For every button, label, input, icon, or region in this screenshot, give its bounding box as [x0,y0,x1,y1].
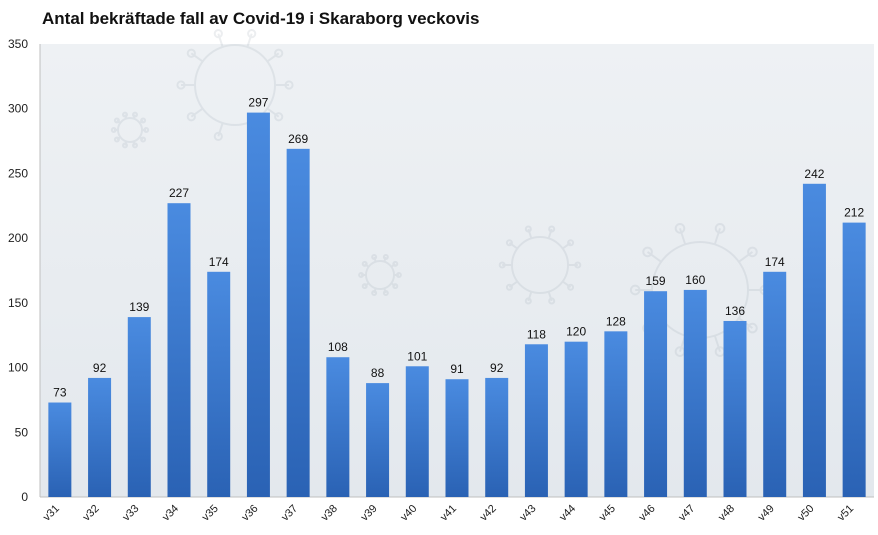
data-label-v42: 92 [490,361,504,375]
data-label-v51: 212 [844,206,864,220]
data-label-v39: 88 [371,366,385,380]
y-tick-label: 0 [21,490,28,504]
bar-v45 [604,331,628,497]
y-tick-label: 300 [8,102,28,116]
x-tick-label: v42 [478,503,499,524]
x-tick-label: v41 [438,503,459,524]
x-tick-label: v32 [81,503,102,524]
bar-v46 [644,291,668,497]
y-tick-label: 150 [8,296,28,310]
bar-v51 [842,222,866,497]
bar-v38 [326,357,350,497]
data-label-v45: 128 [606,314,626,328]
x-tick-label: v51 [835,503,856,524]
bar-v42 [485,377,509,497]
bar-v43 [524,344,548,497]
data-label-v37: 269 [288,132,308,146]
x-tick-label: v46 [637,503,658,524]
x-tick-label: v40 [398,503,419,524]
data-label-v31: 73 [53,386,67,400]
x-tick-label: v49 [756,503,777,524]
x-tick-label: v44 [557,503,578,524]
y-tick-label: 100 [8,361,28,375]
data-label-v34: 227 [169,186,189,200]
x-tick-label: v48 [716,503,737,524]
x-tick-label: v45 [597,503,618,524]
data-label-v48: 136 [725,304,745,318]
x-tick-label: v33 [120,503,141,524]
chart-title: Antal bekräftade fall av Covid-19 i Skar… [42,9,480,28]
x-tick-label: v50 [796,503,817,524]
bar-v35 [207,271,231,497]
x-tick-label: v39 [359,503,380,524]
x-tick-label: v47 [676,503,697,524]
x-tick-label: v31 [41,503,62,524]
x-tick-label: v35 [200,503,221,524]
x-tick-label: v38 [319,503,340,524]
x-tick-label: v43 [518,503,539,524]
x-tick-label: v34 [160,503,181,524]
bar-v39 [366,383,390,497]
bar-v36 [246,112,270,498]
bar-v47 [683,289,707,497]
bar-v49 [763,271,787,497]
y-tick-label: 250 [8,166,28,180]
data-label-v46: 159 [646,274,666,288]
data-label-v41: 91 [450,362,464,376]
bar-v37 [286,148,310,497]
data-label-v35: 174 [209,255,229,269]
x-tick-label: v36 [240,503,261,524]
bar-v34 [167,203,191,497]
bar-v50 [802,183,826,498]
bar-v41 [445,379,469,497]
data-label-v32: 92 [93,361,107,375]
y-tick-label: 350 [8,37,28,51]
bar-v32 [88,377,112,497]
bar-v48 [723,320,747,497]
bar-v44 [564,341,588,497]
data-label-v44: 120 [566,325,586,339]
x-tick-label: v37 [279,503,300,524]
data-label-v36: 297 [248,96,268,110]
bar-v40 [405,366,429,497]
data-label-v38: 108 [328,340,348,354]
bar-v31 [48,402,72,497]
data-label-v50: 242 [804,167,824,181]
data-label-v49: 174 [765,255,785,269]
data-label-v43: 118 [527,327,546,341]
y-tick-label: 50 [15,425,29,439]
bar-v33 [127,317,151,497]
y-tick-label: 200 [8,231,28,245]
data-label-v40: 101 [407,349,427,363]
data-label-v33: 139 [129,300,149,314]
data-label-v47: 160 [685,273,705,287]
